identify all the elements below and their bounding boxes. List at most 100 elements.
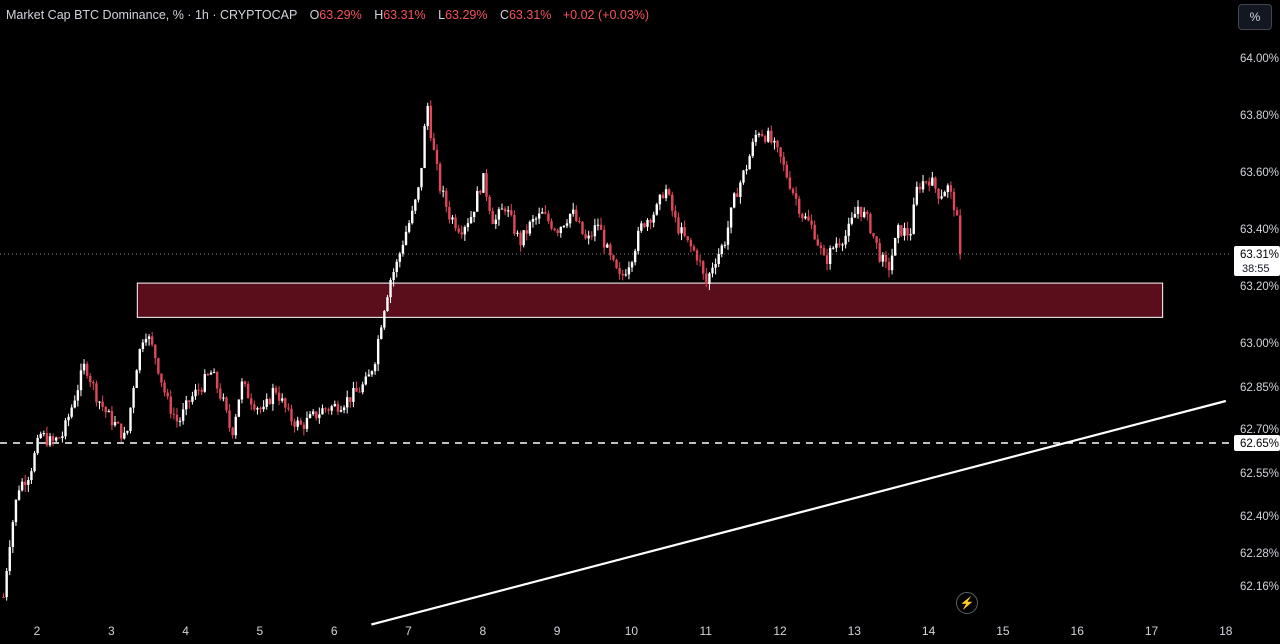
candle-body [677,217,680,234]
candle-body [432,138,436,150]
candle-body [45,433,49,446]
candle-body [2,597,5,598]
level-tag [1234,435,1280,451]
candle-body [246,384,250,399]
candle-body [253,404,256,410]
price-tick-label: 64.00% [1240,53,1279,65]
candle-body [531,218,535,222]
candle-body [934,177,937,189]
candle-body [157,358,160,374]
candle-body [175,414,179,422]
candle-body [797,198,801,214]
candle-body [686,236,689,241]
candle-body [547,213,550,222]
candle-body [729,207,733,228]
candle-body [284,398,287,408]
candle-body [485,173,488,197]
candle-body [265,398,268,407]
time-tick-label: 11 [699,624,712,638]
candle-body [48,436,52,446]
lightning-icon[interactable]: ⚡ [956,592,978,614]
candle-body [955,210,959,216]
candle-body [250,398,253,405]
candle-body [621,273,624,276]
candle-body [346,397,349,408]
time-tick-label: 3 [108,624,115,638]
candle-body [203,374,206,392]
time-tick-label: 15 [996,624,1010,638]
candle-body [138,349,141,371]
candle-body [571,209,575,214]
candle-body [166,392,169,397]
candle-body [36,437,39,454]
candle-body [528,221,532,234]
candle-body [918,186,922,190]
candle-body [491,210,494,225]
price-tick-label: 62.70% [1240,424,1279,436]
candle-body [154,344,157,359]
candle-body [559,227,563,233]
candle-body [770,130,773,143]
candle-body [550,221,553,229]
candle-body [807,216,810,221]
candle-body [404,231,408,245]
candle-body [361,384,364,393]
resistance-zone[interactable] [136,282,1164,318]
candle-body [383,311,386,328]
candle-body [537,213,541,219]
candle-body [937,188,940,199]
candle-body [113,422,117,426]
candle-body [958,215,962,254]
candle-body [342,407,346,411]
candle-body [259,408,262,410]
candle-body [776,140,779,148]
candle-body [562,225,566,228]
candle-body [553,228,556,231]
candle-body [407,223,411,232]
candle-body [587,235,590,239]
candle-body [522,230,525,246]
percent-scale-button[interactable]: % [1238,4,1272,30]
candle-body [116,422,120,424]
candle-body [658,194,662,205]
candle-body [215,372,219,389]
candle-body [8,547,11,572]
candle-body [900,225,903,236]
candle-body [488,196,491,211]
candle-body [293,421,296,427]
candle-body [445,190,448,207]
candle-body [61,436,64,439]
candle-body [463,227,467,235]
candle-body [132,387,135,408]
candle-body [838,243,841,246]
candle-body [370,371,374,375]
candle-body [315,411,318,419]
candle-body [578,221,581,223]
candle-body [683,227,686,237]
candle-body [27,480,30,486]
price-tick-label: 62.28% [1240,548,1279,560]
candle-body [448,206,451,220]
candle-body [435,149,439,164]
candle-body [652,214,655,223]
trendline[interactable] [371,399,1227,626]
candle-body [234,416,237,436]
price-tick-label: 63.20% [1240,281,1279,293]
candle-body [274,388,278,393]
time-tick-label: 9 [554,624,561,638]
candle-body [163,382,166,393]
candle-body [726,227,730,245]
candle-body [581,221,584,235]
candle-body [754,134,758,142]
candle-body [825,255,829,264]
legend-low-value: 63.29% [445,8,488,22]
candle-body [943,192,946,197]
candle-body [767,130,770,142]
chart-legend: Market Cap BTC Dominance, % · 1h · CRYPT… [6,8,649,22]
candle-body [222,397,225,399]
candle-body [773,140,776,143]
candle-body [308,414,312,418]
candle-body [692,246,696,251]
candle-body [42,433,46,435]
